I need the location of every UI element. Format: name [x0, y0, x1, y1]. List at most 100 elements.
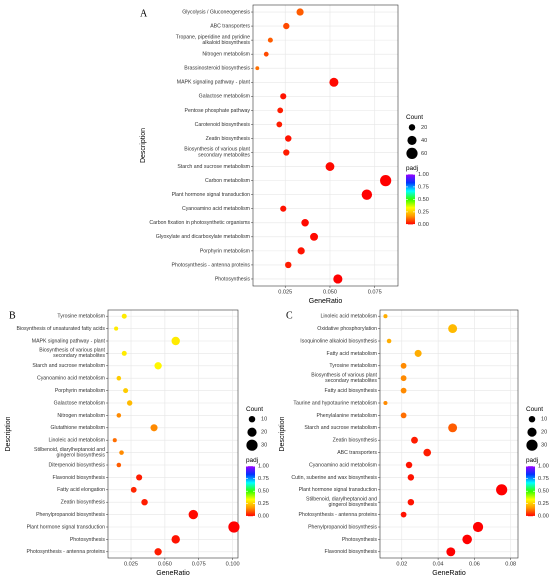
bubble: [171, 336, 180, 346]
size-legend-label: 60: [421, 151, 427, 157]
bubble: [280, 205, 287, 212]
bubble: [112, 438, 117, 443]
bubble: [283, 149, 290, 156]
category-label: Biosynthesis of various plant secondary m…: [39, 348, 105, 360]
y-axis-title: Description: [140, 128, 147, 163]
bubble: [296, 8, 304, 16]
bubble: [405, 461, 413, 469]
bubble: [383, 314, 388, 319]
bubble: [325, 162, 335, 171]
color-legend-title: padj: [526, 457, 538, 464]
size-legend-label: 30: [541, 443, 547, 449]
category-label: Cyanoamino acid metabolism: [37, 376, 105, 382]
category-label: Glycolysis / Gluconeogenesis: [182, 9, 250, 15]
panel-background: [380, 310, 518, 558]
bubble: [462, 534, 472, 545]
colorbar-label: 0.00: [538, 514, 549, 520]
category-label: Pentose phosphate pathway: [185, 108, 251, 114]
category-label: Carotenoid biosynthesis: [195, 122, 251, 128]
bubble: [361, 189, 373, 200]
colorbar-label: 1.00: [258, 464, 269, 470]
category-label: Cyanoamino acid metabolism: [182, 206, 250, 212]
category-label: Starch and sucrose metabolism: [32, 363, 105, 369]
category-label: Brassinosteroid biosynthesis: [184, 66, 250, 72]
bubble: [228, 521, 240, 533]
colorbar-label: 0.00: [258, 514, 269, 520]
colorbar: [526, 466, 535, 517]
category-label: Photosynthesis: [215, 276, 251, 282]
category-label: Tyrosine metabolism: [57, 314, 105, 320]
colorbar-label: 0.50: [418, 197, 429, 203]
x-tick-label: 0.025: [124, 561, 138, 567]
bubble: [283, 22, 290, 30]
bubble: [154, 362, 162, 370]
category-label: ABC transporters: [210, 23, 250, 29]
category-label: Diterpenoid biosynthesis: [48, 462, 105, 468]
bubble: [154, 548, 162, 556]
bubble: [116, 413, 122, 418]
size-legend-title: Count: [246, 406, 263, 413]
size-legend-label: 20: [421, 125, 427, 131]
bubble: [446, 547, 456, 557]
bubble: [277, 107, 284, 114]
category-label: Porphyrin metabolism: [200, 248, 250, 254]
bubble: [276, 121, 283, 128]
category-label: Starch and sucrose metabolism: [177, 164, 250, 170]
category-label: Carbon metabolism: [205, 178, 250, 184]
category-label: Linoleic acid metabolism: [320, 314, 377, 320]
bubble: [310, 232, 319, 241]
bubble: [496, 484, 508, 496]
category-label: Plant hormone signal transduction: [172, 192, 251, 198]
bubble: [123, 388, 129, 394]
colorbar: [246, 466, 255, 517]
colorbar-label: 0.50: [258, 489, 269, 495]
bubble: [301, 219, 309, 227]
category-label: Biosynthesis of various plant secondary m…: [184, 147, 250, 159]
bubble: [150, 424, 158, 432]
size-legend-dot: [527, 427, 537, 437]
category-label: Zeatin biosynthesis: [61, 500, 106, 506]
size-legend-label: 10: [541, 417, 547, 423]
x-tick-label: 0.06: [469, 561, 480, 567]
panel-border: [107, 309, 239, 559]
category-label: Plant hormone signal transduction: [299, 487, 378, 493]
bubble: [126, 400, 133, 406]
y-axis-title: Description: [5, 416, 12, 451]
panel-label: B: [9, 310, 16, 321]
x-tick-label: 0.08: [505, 561, 516, 567]
bubble: [329, 77, 339, 87]
category-label: Fatty acid elongation: [57, 487, 105, 493]
category-label: Photosynthesis - antenna proteins: [299, 512, 378, 518]
category-label: Starch and sucrose metabolism: [304, 425, 377, 431]
x-tick-label: 0.075: [368, 289, 382, 295]
bubble: [400, 362, 407, 369]
x-tick-label: 0.075: [192, 561, 206, 567]
category-label: Biosynthesis of unsaturated fatty acids: [16, 326, 105, 332]
size-legend-label: 20: [261, 430, 267, 436]
category-label: Photosynthesis: [70, 537, 106, 543]
bubble: [407, 498, 415, 506]
bubble: [130, 486, 137, 493]
panel-background: [253, 5, 398, 286]
category-label: Flavonoid biosynthesis: [325, 549, 378, 555]
category-label: Photosynthesis - antenna proteins: [172, 262, 251, 268]
category-label: Nitrogen metabolism: [57, 413, 105, 419]
size-legend-dot: [526, 439, 538, 451]
bubble: [400, 375, 407, 382]
bubble: [285, 135, 292, 142]
size-legend-dot: [248, 415, 256, 423]
category-label: Stilbenoid, diarylheptanoid and gingerol …: [306, 497, 377, 509]
colorbar-label: 0.75: [258, 476, 269, 482]
category-label: Phenylalanine metabolism: [316, 413, 377, 419]
size-legend-label: 40: [421, 138, 427, 144]
size-legend-label: 30: [261, 443, 267, 449]
x-tick-label: 0.02: [396, 561, 407, 567]
colorbar: [406, 174, 415, 225]
bubble: [380, 175, 392, 187]
colorbar-label: 0.25: [258, 501, 269, 507]
category-label: MAPK signaling pathway - plant: [32, 338, 106, 344]
category-label: Isoquinoline alkaloid biosynthesis: [300, 338, 377, 344]
x-tick-label: 0.100: [226, 561, 240, 567]
category-label: Glutathione metabolism: [51, 425, 106, 431]
